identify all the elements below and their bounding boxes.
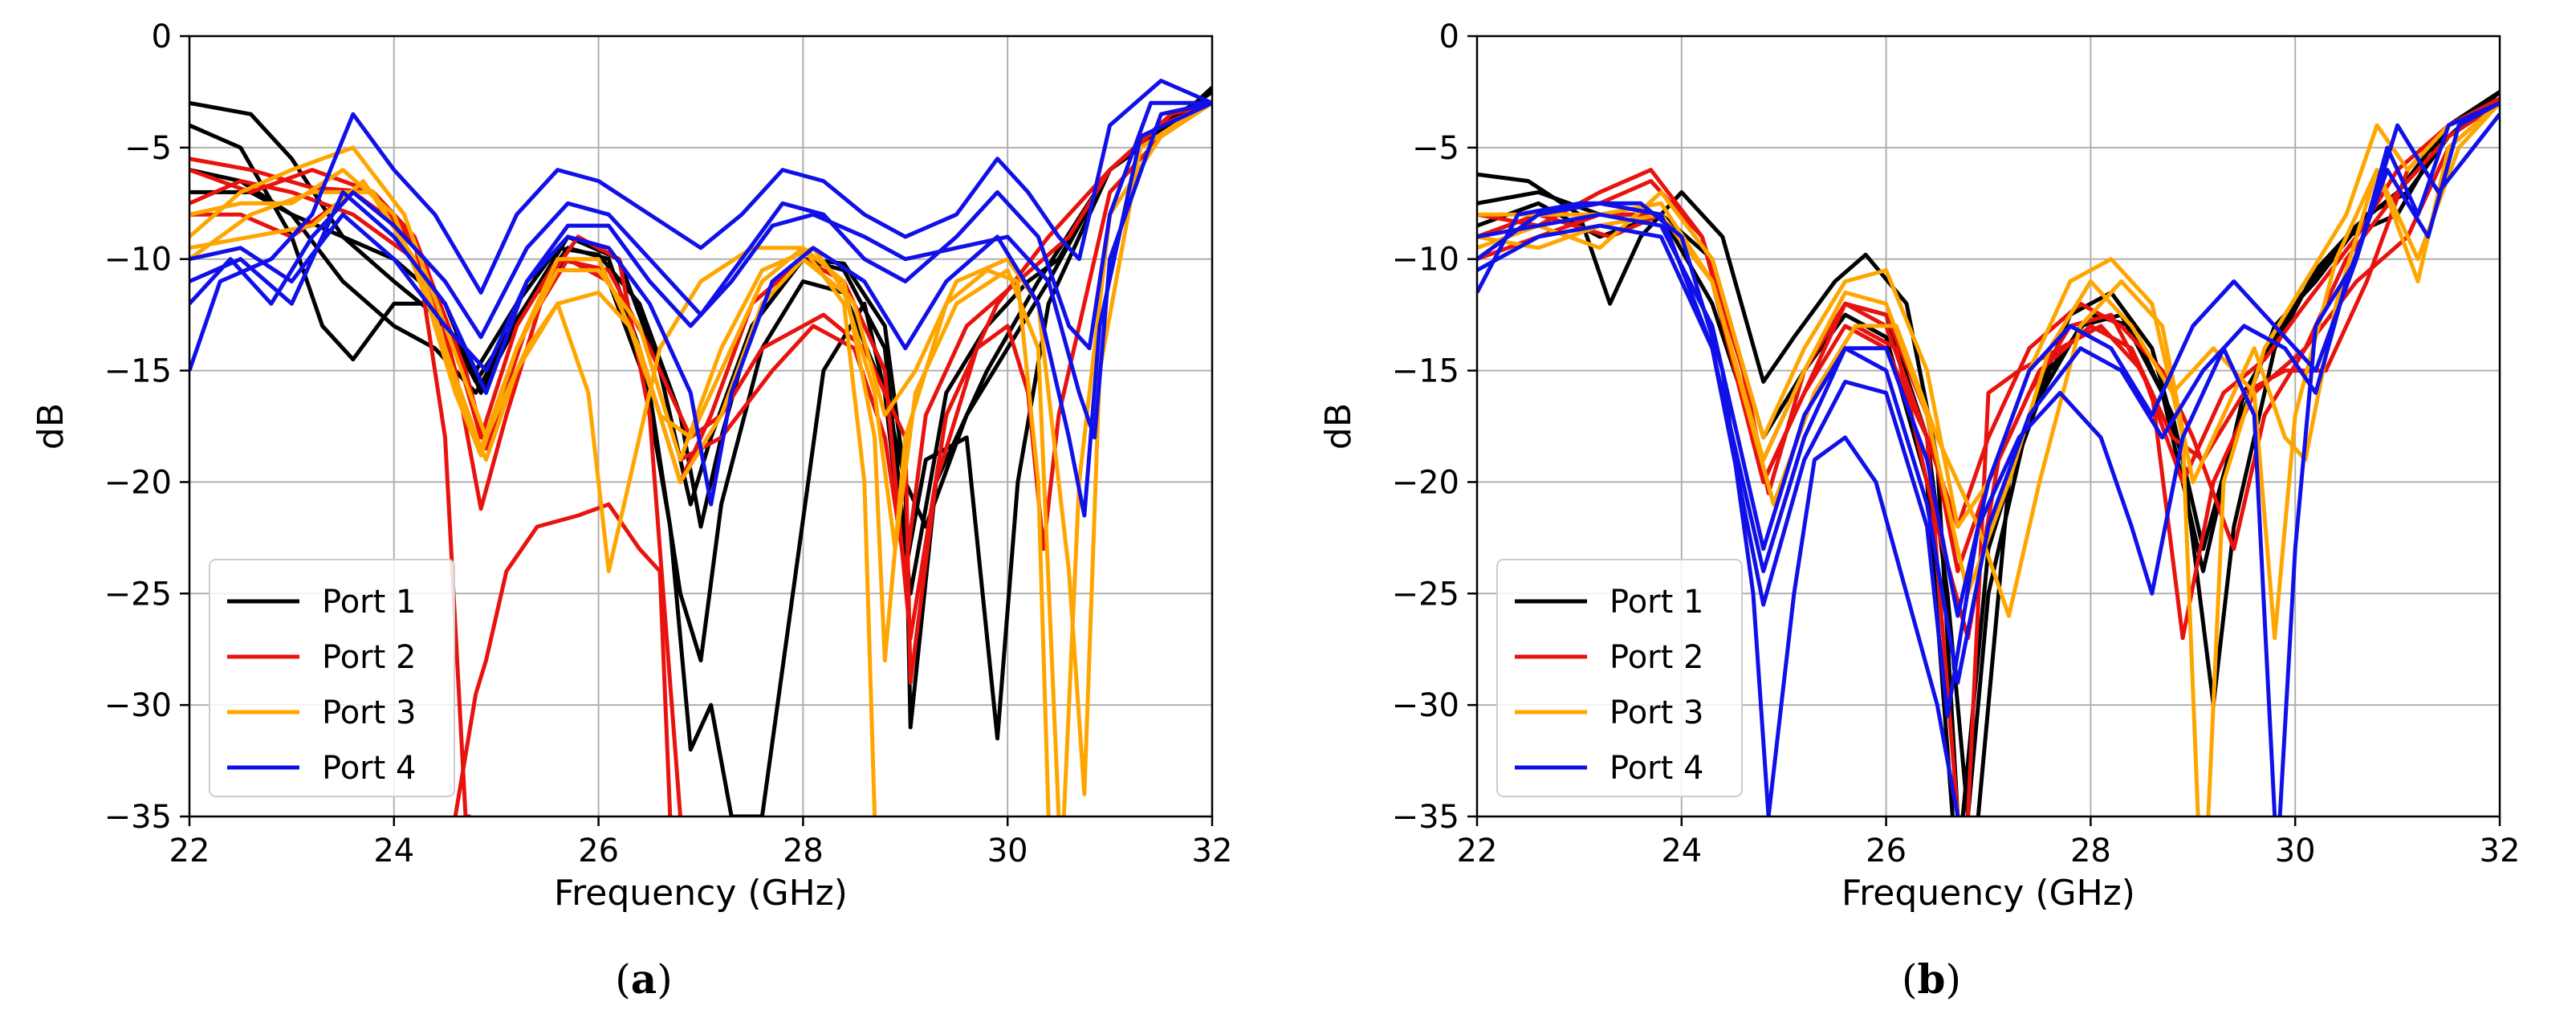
axes-frame — [1475, 35, 2501, 818]
y-tick-label: −5 — [1412, 130, 1459, 167]
series-line-port-1 — [189, 90, 1212, 529]
series-group — [189, 79, 1212, 816]
x-tick-label: 24 — [373, 833, 414, 869]
y-tick-label: −20 — [104, 464, 172, 501]
series-line-port-1 — [189, 86, 1212, 816]
series-line-port-3 — [1477, 189, 2200, 816]
legend-box — [209, 559, 455, 797]
legend-label: Port 1 — [1609, 584, 1703, 621]
legend-label: Port 3 — [322, 694, 416, 731]
x-tick-label: 30 — [987, 833, 1028, 869]
y-tick-label: −35 — [1392, 799, 1459, 836]
series-line-port-2 — [679, 101, 1212, 573]
legend-label: Port 4 — [1609, 750, 1703, 787]
y-tick-label: 0 — [1439, 18, 1459, 55]
y-tick-label: −30 — [104, 687, 172, 724]
x-tick-label: 22 — [169, 833, 210, 869]
chart-a: 22 24 26 28 30 32 0 −5 −10 −15 −20 −25 −30 −35 Frequen… — [31, 18, 1233, 914]
legend-box — [1496, 559, 1743, 797]
chart-b: 22 24 26 28 30 32 0 −5 −10 −15 −20 −25 −30 −35 Frequen… — [1318, 18, 2521, 914]
series-line-port-4 — [189, 101, 1212, 518]
series-line-port-2 — [189, 100, 1212, 641]
caption-a: (a) — [615, 955, 673, 1003]
y-tick-label: −10 — [104, 242, 172, 279]
legend-label: Port 1 — [322, 584, 416, 621]
series-line-port-4 — [189, 79, 1212, 372]
series-line-port-3 — [2206, 101, 2500, 816]
y-tick-label: −15 — [104, 353, 172, 390]
x-tick-label: 28 — [2070, 833, 2111, 869]
y-tick-label: −35 — [104, 799, 172, 836]
legend: Port 1 Port 2 Port 3 Port 4 — [1496, 559, 1743, 797]
legend-label: Port 2 — [322, 639, 416, 676]
y-tick-label: 0 — [152, 18, 172, 55]
x-tick-label: 26 — [578, 833, 619, 869]
series-line-port-2 — [453, 502, 673, 816]
series-line-port-4 — [189, 100, 1212, 351]
y-axis-label: dB — [1318, 403, 1359, 450]
x-tick-label: 22 — [1457, 833, 1498, 869]
x-tick-label: 32 — [2480, 833, 2521, 869]
series-line-port-4 — [189, 100, 1212, 440]
y-tick-label: −15 — [1392, 353, 1459, 390]
x-tick-label: 30 — [2275, 833, 2316, 869]
x-tick-label: 24 — [1661, 833, 1702, 869]
legend-label: Port 4 — [322, 750, 416, 787]
series-line-port-2 — [1966, 96, 2500, 816]
legend-label: Port 2 — [1609, 639, 1703, 676]
y-tick-label: −5 — [124, 130, 172, 167]
y-tick-label: −25 — [104, 576, 172, 613]
series-line-port-1 — [189, 90, 1212, 741]
y-tick-label: −10 — [1392, 242, 1459, 279]
x-tick-label: 26 — [1866, 833, 1907, 869]
series-line-port-4 — [1766, 435, 1960, 816]
y-tick-label: −20 — [1392, 464, 1459, 501]
axes-frame — [188, 35, 1214, 818]
x-axis-label: Frequency (GHz) — [1841, 873, 2135, 914]
x-tick-label: 28 — [783, 833, 824, 869]
series-line-port-4 — [1477, 112, 2500, 618]
y-tick-label: −30 — [1392, 687, 1459, 724]
y-tick-label: −25 — [1392, 576, 1459, 613]
y-axis-label: dB — [31, 403, 71, 450]
panel-b: 22 24 26 28 30 32 0 −5 −10 −15 −20 −25 −30 −35 Frequen… — [1288, 0, 2575, 1018]
legend-label: Port 3 — [1609, 694, 1703, 731]
series-group — [1477, 90, 2500, 816]
x-axis-label: Frequency (GHz) — [554, 873, 848, 914]
x-tick-label: 32 — [1192, 833, 1233, 869]
panel-a: 22 24 26 28 30 32 0 −5 −10 −15 −20 −25 −30 −35 Frequen… — [31, 18, 1233, 1003]
legend: Port 1 Port 2 Port 3 Port 4 — [209, 559, 455, 797]
caption-b: (b) — [1902, 955, 1961, 1003]
